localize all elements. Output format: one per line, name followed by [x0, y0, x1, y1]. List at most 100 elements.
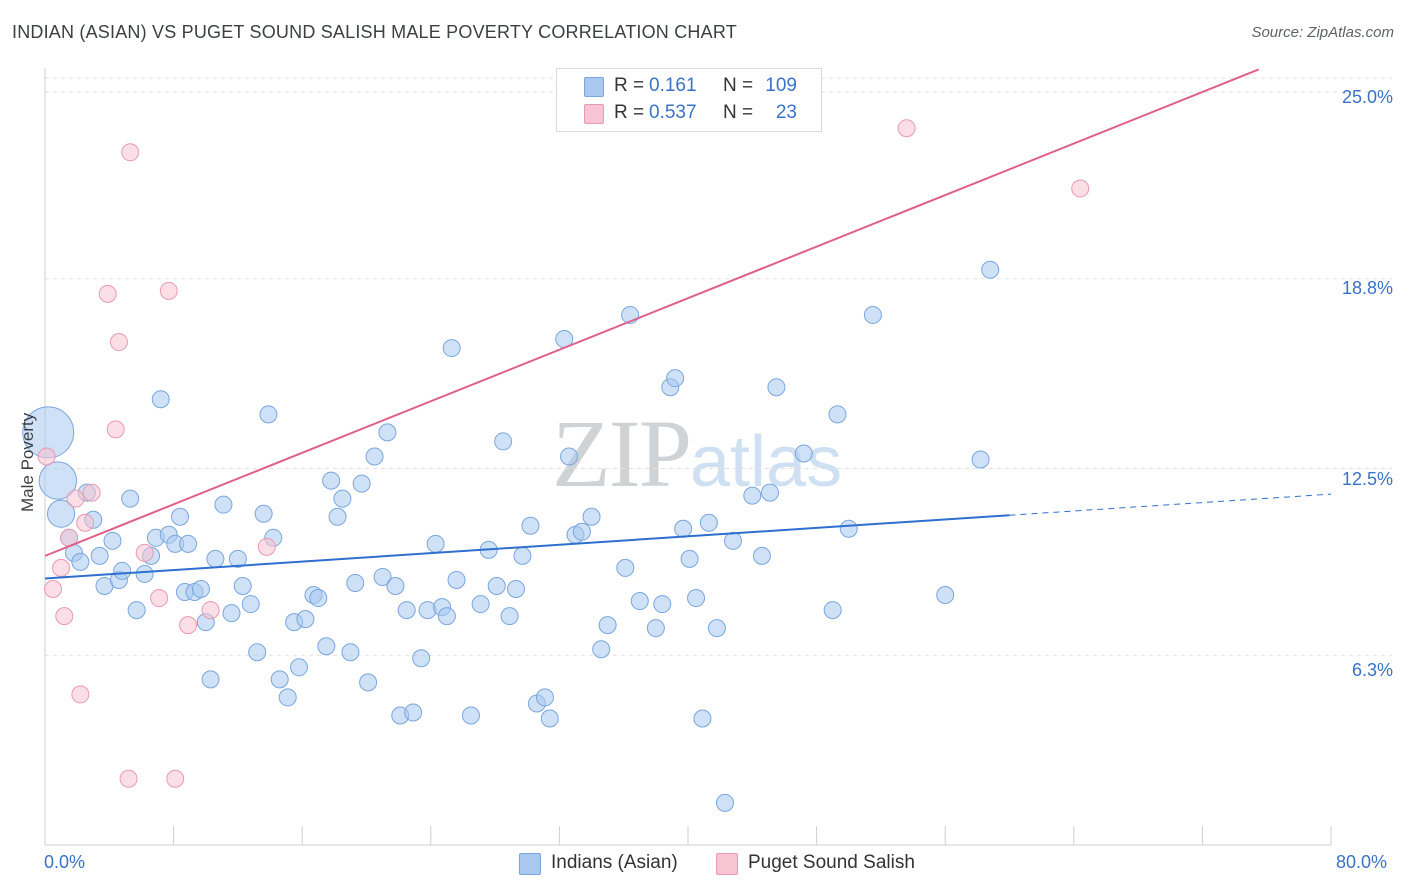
indian-point: [270, 670, 289, 689]
y-tick-label-25: 25.0%: [1341, 87, 1393, 107]
indian-point: [46, 499, 76, 528]
salish-point: [71, 685, 90, 704]
salish-point: [201, 601, 220, 620]
chart-title: INDIAN (ASIAN) VS PUGET SOUND SALISH MAL…: [12, 22, 737, 42]
salish-point: [1071, 179, 1090, 198]
indian-point: [630, 592, 649, 611]
legend-r-label: R =: [614, 75, 645, 96]
indian-point: [378, 423, 397, 442]
x-tick-label-min: 0.0%: [44, 852, 86, 872]
indian-point: [743, 486, 762, 505]
indian-point: [560, 447, 579, 466]
indian-point: [447, 570, 466, 589]
y-tick-label-18-8: 18.8%: [1341, 278, 1393, 298]
indian-point: [863, 305, 882, 324]
source-label: Source: ZipAtlas.com: [1251, 24, 1394, 41]
correlation-legend: R = 0.161 N = 109 R = 0.537 N = 23: [556, 68, 822, 132]
indian-point: [760, 483, 779, 502]
indian-point: [437, 607, 456, 626]
indian-point: [233, 576, 252, 595]
indian-point: [214, 495, 233, 514]
salish-point: [121, 143, 140, 162]
indian-point: [487, 576, 506, 595]
indian-point: [646, 619, 665, 638]
indian-point: [135, 564, 154, 583]
salish-point: [150, 589, 169, 608]
salish-point: [37, 447, 56, 466]
legend-n-value: 109: [765, 75, 797, 96]
indian-point: [259, 405, 278, 424]
indian-point: [71, 552, 90, 571]
indian-point: [404, 703, 423, 722]
legend-label-indians: Indians (Asian): [551, 852, 678, 873]
legend-row-salish: R = 0.537 N = 23: [557, 101, 821, 127]
indian-point: [418, 601, 437, 620]
indian-point: [113, 561, 132, 580]
salish-trend-line: [44, 68, 1260, 557]
indian-point: [386, 576, 405, 595]
indian-point: [506, 580, 525, 599]
indian-point: [333, 489, 352, 508]
salish-point: [257, 537, 276, 556]
indian-trend-line: [44, 514, 1010, 580]
indian-point: [121, 489, 140, 508]
salish-point: [44, 580, 63, 599]
indian-point: [191, 580, 210, 599]
legend-r-value: 0.537: [649, 102, 697, 123]
indian-point: [971, 450, 990, 469]
salish-point: [159, 281, 178, 300]
indian-point: [471, 595, 490, 614]
indian-point: [572, 522, 591, 541]
indian-point: [513, 546, 532, 565]
axes: [44, 68, 1332, 846]
indian-point: [616, 558, 635, 577]
legend-n-label: N =: [723, 102, 754, 123]
indian-point: [322, 471, 341, 490]
salish-point: [166, 769, 185, 788]
indian-point: [707, 619, 726, 638]
indian-point: [699, 513, 718, 532]
y-tick-label-6-3: 6.3%: [1351, 660, 1393, 680]
indian-point: [598, 616, 617, 635]
indian-point: [839, 519, 858, 538]
indian-point: [412, 649, 431, 668]
data-points: [22, 119, 1090, 812]
indian-point: [206, 549, 225, 568]
indian-point: [248, 643, 267, 662]
indian-point: [653, 595, 672, 614]
legend-label-salish: Puget Sound Salish: [748, 852, 915, 873]
salish-point: [106, 420, 125, 439]
salish-point: [98, 284, 117, 303]
indian-point: [38, 461, 78, 500]
indian-point: [582, 507, 601, 526]
x-tick-label-max: 80.0%: [1336, 852, 1388, 872]
indian-point: [228, 549, 247, 568]
indian-point: [296, 610, 315, 629]
indian-point: [426, 534, 445, 553]
y-tick-label-12-5: 12.5%: [1341, 469, 1393, 489]
indian-point: [278, 688, 297, 707]
indian-point: [365, 447, 384, 466]
salish-point: [55, 607, 74, 626]
indian-point: [103, 531, 122, 550]
legend-swatch-salish: [716, 853, 738, 875]
indian-point: [494, 432, 513, 451]
indian-point: [352, 474, 371, 493]
indian-point: [687, 589, 706, 608]
indian-point: [346, 573, 365, 592]
legend-row-indians: R = 0.161 N = 109: [557, 74, 821, 100]
legend-r-value: 0.161: [649, 75, 697, 96]
salish-point: [82, 483, 101, 502]
legend-swatch-indians: [584, 77, 604, 97]
salish-point: [897, 119, 916, 138]
indian-point: [674, 519, 693, 538]
legend-swatch-indians: [519, 853, 541, 875]
salish-point: [66, 489, 85, 508]
salish-point: [119, 769, 138, 788]
indian-point: [309, 589, 328, 608]
indian-point: [317, 637, 336, 656]
indian-point: [521, 516, 540, 535]
indian-point: [341, 643, 360, 662]
indian-point: [397, 601, 416, 620]
